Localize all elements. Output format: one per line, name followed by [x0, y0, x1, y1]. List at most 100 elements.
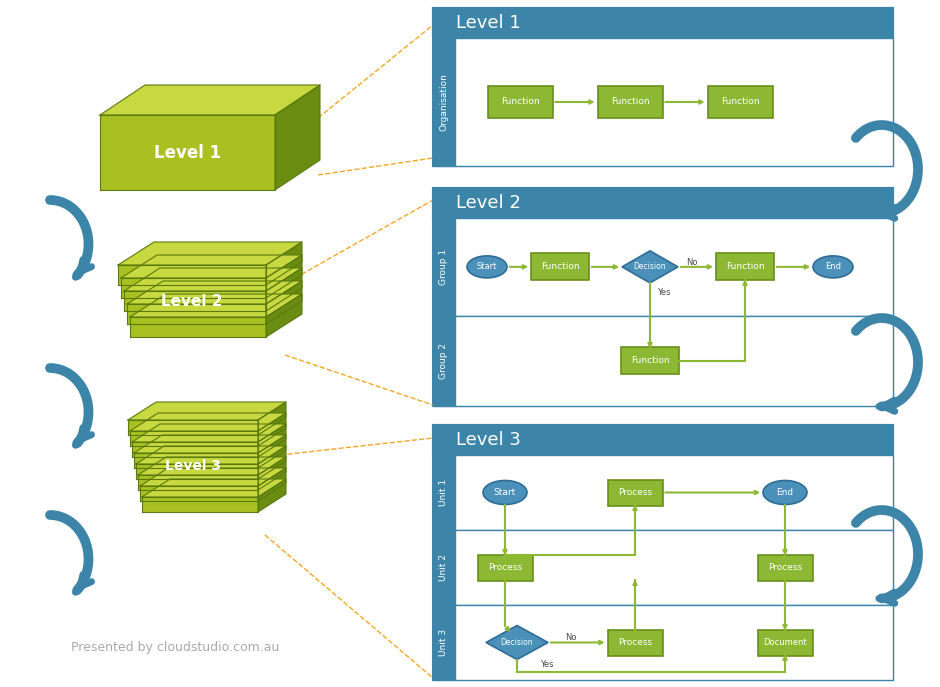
Polygon shape [266, 255, 302, 298]
Bar [708, 86, 773, 118]
Text: Group 2: Group 2 [440, 343, 448, 379]
Ellipse shape [467, 256, 507, 278]
Bar [607, 480, 663, 506]
Polygon shape [121, 255, 302, 278]
Text: Function: Function [726, 262, 764, 271]
Text: Function: Function [611, 98, 650, 106]
Text: End: End [825, 262, 841, 271]
Polygon shape [258, 468, 286, 501]
Polygon shape [130, 431, 258, 446]
Polygon shape [142, 479, 286, 497]
Polygon shape [258, 446, 286, 479]
Bar [433, 425, 893, 680]
Text: Unit 1: Unit 1 [440, 479, 448, 506]
Text: Function: Function [631, 357, 669, 365]
Polygon shape [142, 497, 258, 512]
Bar [621, 348, 679, 374]
Polygon shape [128, 420, 258, 435]
Polygon shape [138, 457, 286, 475]
Text: Unit 2: Unit 2 [440, 554, 448, 581]
Text: Organisation: Organisation [440, 73, 448, 131]
Polygon shape [258, 413, 286, 446]
Text: Function: Function [721, 98, 760, 106]
Text: Process: Process [618, 488, 652, 497]
Text: Level 2: Level 2 [162, 294, 223, 309]
Polygon shape [128, 402, 286, 420]
Text: Process: Process [488, 563, 522, 572]
Bar [758, 629, 812, 655]
Text: Unit 3: Unit 3 [440, 629, 448, 656]
Polygon shape [130, 413, 286, 431]
Polygon shape [127, 304, 266, 324]
Bar [433, 8, 893, 38]
Polygon shape [118, 242, 302, 265]
Text: Presented by cloudstudio.com.au: Presented by cloudstudio.com.au [70, 642, 279, 655]
Polygon shape [134, 435, 286, 453]
Polygon shape [138, 475, 258, 490]
Text: Level 3: Level 3 [165, 459, 221, 473]
Text: Yes: Yes [540, 660, 554, 669]
Polygon shape [132, 424, 286, 442]
Polygon shape [134, 453, 258, 468]
Bar [433, 455, 455, 530]
Text: Function: Function [501, 98, 540, 106]
Text: No: No [686, 258, 697, 267]
Polygon shape [127, 281, 302, 304]
Polygon shape [266, 294, 302, 337]
Bar [433, 38, 455, 166]
Bar [433, 188, 893, 406]
Bar [455, 530, 893, 605]
Bar [455, 605, 893, 680]
Bar [478, 554, 532, 581]
Polygon shape [275, 85, 320, 190]
Polygon shape [121, 278, 266, 298]
Polygon shape [622, 251, 678, 283]
Bar [433, 8, 893, 166]
Text: End: End [776, 488, 793, 497]
Polygon shape [258, 479, 286, 512]
Bar [433, 605, 455, 680]
Bar [455, 316, 893, 406]
Bar [455, 455, 893, 530]
Polygon shape [132, 442, 258, 457]
Polygon shape [136, 464, 258, 479]
Polygon shape [140, 468, 286, 486]
Text: Group 1: Group 1 [440, 249, 448, 285]
Text: Decision: Decision [501, 638, 533, 647]
Bar [455, 218, 893, 316]
Text: Yes: Yes [657, 289, 671, 297]
Text: Level 2: Level 2 [456, 194, 521, 212]
Bar [531, 254, 589, 280]
Polygon shape [100, 115, 275, 190]
Text: Level 1: Level 1 [154, 144, 221, 161]
Polygon shape [118, 265, 266, 285]
Bar [716, 254, 774, 280]
Polygon shape [258, 435, 286, 468]
Bar [433, 530, 455, 605]
Polygon shape [258, 457, 286, 490]
Bar [598, 86, 663, 118]
Text: Start: Start [494, 488, 516, 497]
Bar [758, 554, 812, 581]
Bar [433, 316, 455, 406]
Text: Decision: Decision [634, 262, 666, 271]
Polygon shape [130, 317, 266, 337]
Polygon shape [266, 281, 302, 324]
Polygon shape [258, 424, 286, 457]
Polygon shape [130, 294, 302, 317]
Polygon shape [140, 486, 258, 501]
Polygon shape [258, 402, 286, 435]
Polygon shape [124, 268, 302, 291]
Polygon shape [486, 625, 548, 660]
Bar [607, 629, 663, 655]
Polygon shape [136, 446, 286, 464]
Polygon shape [266, 268, 302, 311]
Bar [433, 188, 893, 218]
Bar [433, 218, 455, 316]
Polygon shape [100, 85, 320, 115]
Polygon shape [124, 291, 266, 311]
Text: Process: Process [768, 563, 802, 572]
Text: Document: Document [763, 638, 807, 647]
Text: No: No [565, 633, 577, 642]
Text: Process: Process [618, 638, 652, 647]
